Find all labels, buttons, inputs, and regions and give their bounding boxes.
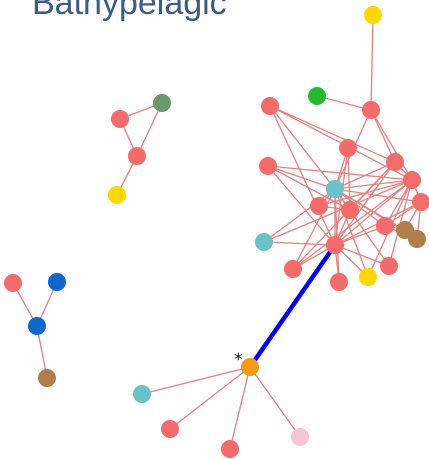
nodes-layer [4,6,429,458]
edge-h-dd [229,366,251,450]
node-x [4,274,22,292]
edge-a-d [370,109,396,163]
edge-h-bb [141,366,251,395]
edge-l-hub [334,188,386,227]
node-g2 [308,87,326,105]
node-r [380,257,398,275]
node-i [341,201,359,219]
node-v [128,147,146,165]
highlight-edge-h-o [248,243,337,369]
node-aa [38,369,56,387]
node-w [108,186,126,204]
annotation-layer: * [234,350,243,370]
node-c [339,139,357,157]
edge-h-ee [249,366,301,438]
node-p [284,260,302,278]
page-title: Bathypelagic [32,0,227,22]
node-o [326,236,344,254]
node-k [310,197,328,215]
edge-t1-o [263,241,336,246]
node-g3 [359,268,377,286]
edge-s-v [136,102,163,157]
edge-a-f [370,109,413,181]
highlight-edges-layer [248,243,337,369]
edge-h-cc [169,366,251,430]
node-n [408,230,426,248]
edge-g2-a [316,95,372,111]
edge-e-i [267,165,351,211]
edge-b-d [269,105,396,163]
edge-b-o [269,105,336,246]
edge-g1-a [370,14,374,111]
node-dd [221,440,239,458]
node-h [241,358,259,376]
node-t1 [255,233,273,251]
edge-p-f [292,179,413,270]
edge-d-o [334,161,396,246]
node-g1 [364,6,382,24]
node-y [48,273,66,291]
node-d [386,153,404,171]
node-a [362,101,380,119]
node-z [28,317,46,335]
edge-e-o [267,165,336,246]
node-b [261,97,279,115]
edges-layer [12,14,422,450]
edge-g3-hub [334,188,369,278]
annotation-marker: * [234,350,243,370]
node-hub [326,180,344,198]
node-j [412,193,429,211]
node-q [330,273,348,291]
node-bb [133,385,151,403]
node-e [259,157,277,175]
edge-f-hub [334,179,413,190]
node-f [403,171,421,189]
edge-e-f [267,165,413,181]
edge-t1-f [263,179,413,243]
node-ee [291,428,309,446]
node-u [111,110,129,128]
edge-p-hub [292,188,336,270]
node-cc [161,420,179,438]
edge-t1-hub [263,188,336,243]
node-s [153,94,171,112]
edge-r-hub [334,188,390,267]
edge-e-hub [267,165,336,190]
node-l [376,217,394,235]
edge-b-hub [269,105,336,190]
edge-o-r [334,244,390,267]
